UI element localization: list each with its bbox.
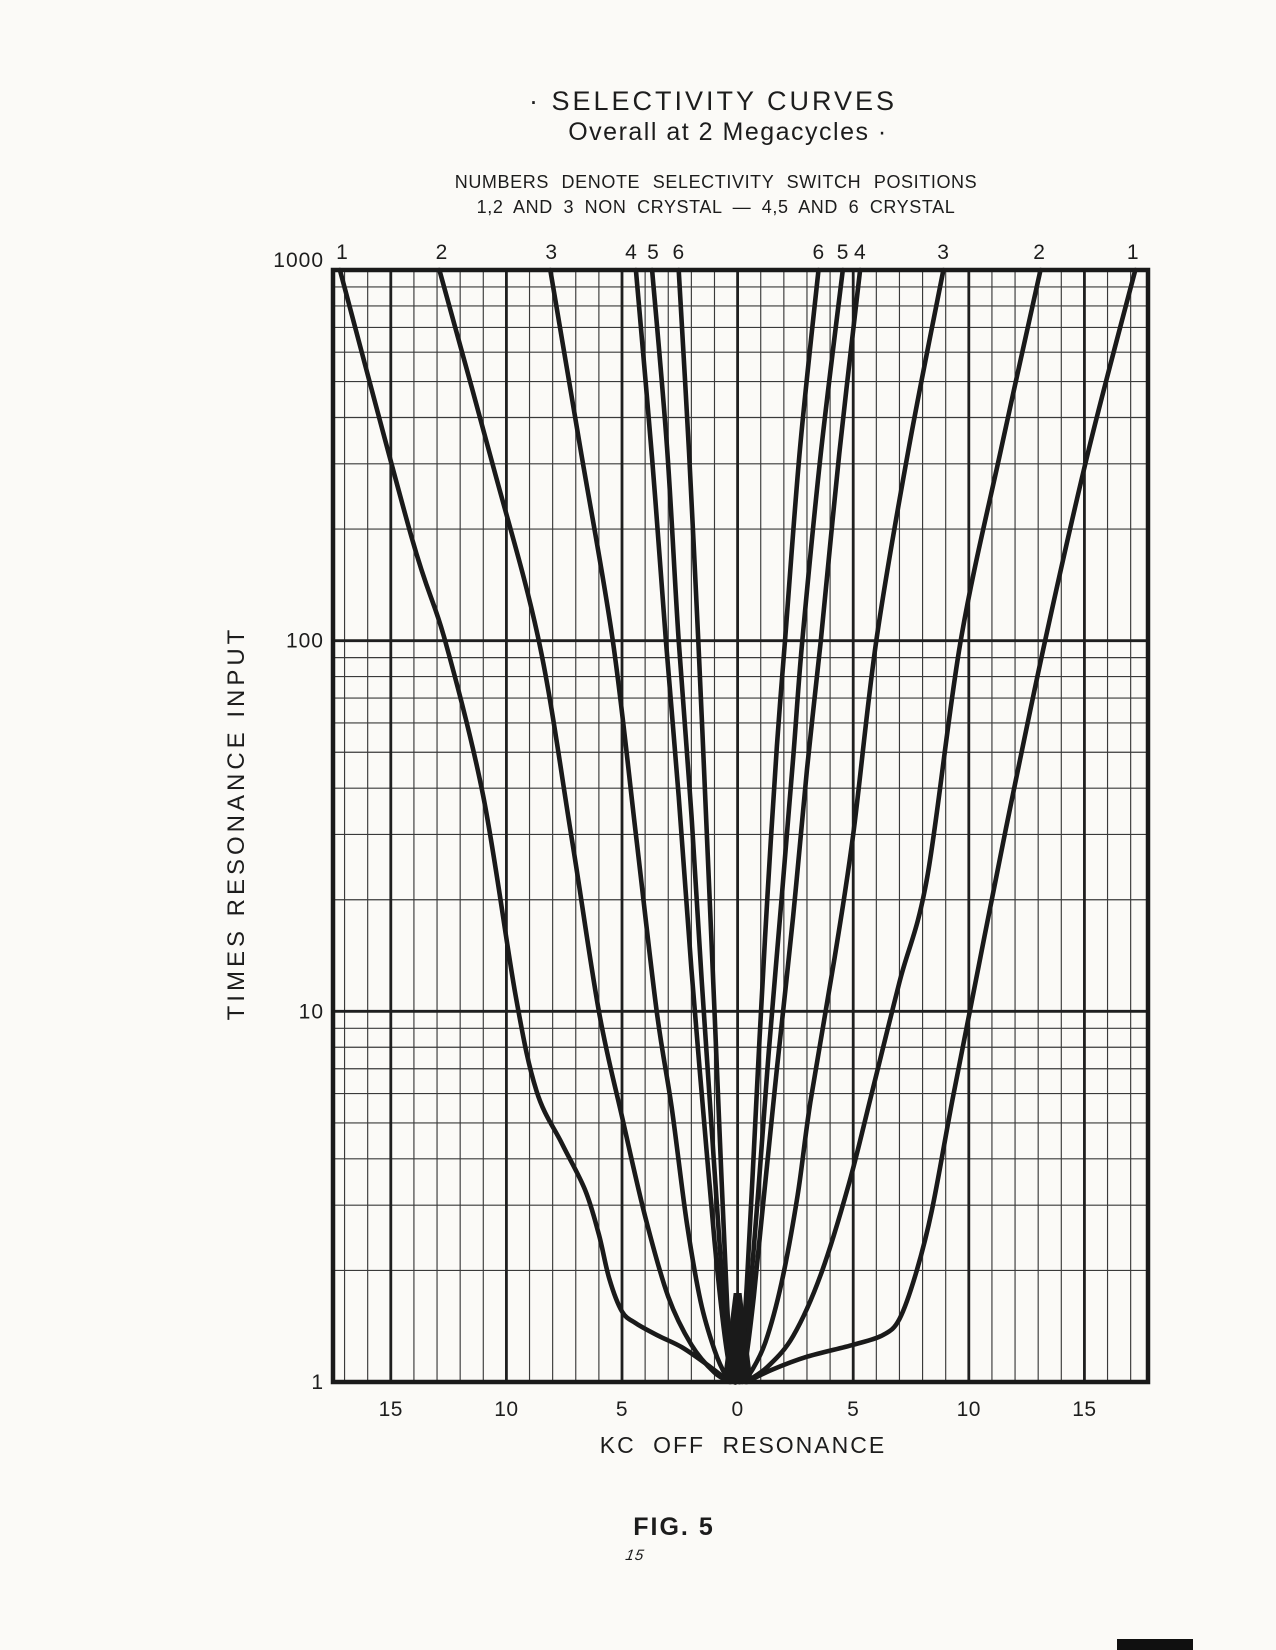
legend-note-line2: 1,2 AND 3 NON CRYSTAL — 4,5 AND 6 CRYSTA… (476, 197, 956, 217)
figure-caption: FIG. 5 (633, 1513, 715, 1541)
x-tick-label: 0 (732, 1398, 744, 1421)
curve-top-label: 6 (812, 241, 824, 264)
curve-top-label: 5 (647, 241, 659, 264)
curve-position-6-right (736, 267, 821, 1385)
curve-top-label: 4 (854, 241, 866, 264)
curve-position-1-right (744, 267, 1138, 1385)
curve-top-label: 4 (625, 241, 637, 264)
curve-top-label: 1 (1127, 241, 1139, 264)
curve-top-label: 3 (937, 241, 949, 264)
scan-artifact-bar (1117, 1639, 1193, 1650)
curve-top-label: 6 (673, 241, 685, 264)
curve-position-3-left (548, 267, 737, 1385)
curve-position-5-right (737, 267, 846, 1385)
curve-position-2-right (743, 267, 1043, 1385)
x-tick-label: 15 (379, 1398, 403, 1421)
curve-position-4-right (737, 267, 863, 1385)
curve-position-2-left (437, 267, 733, 1385)
curve-position-6-left (676, 267, 739, 1385)
curve-top-label: 5 (837, 241, 849, 264)
curve-top-label: 2 (436, 241, 448, 264)
x-axis-title: KC OFF RESONANCE (599, 1432, 887, 1458)
curve-position-1-left (337, 267, 732, 1385)
y-tick-label: 10 (299, 1000, 324, 1023)
legend-note-line1: NUMBERS DENOTE SELECTIVITY SWITCH POSITI… (454, 172, 978, 192)
chart-title-line1: · SELECTIVITY CURVES (528, 86, 898, 116)
x-tick-label: 15 (1072, 1398, 1096, 1421)
curve-top-label: 1 (336, 241, 348, 264)
curve-convergence-blob (722, 1293, 753, 1382)
curve-top-label: 2 (1033, 241, 1045, 264)
chart-title-line2: Overall at 2 Megacycles · (568, 118, 888, 146)
x-tick-label: 5 (616, 1398, 628, 1421)
y-tick-label: 100 (286, 630, 324, 653)
plot-border (330, 267, 1151, 1385)
y-tick-label: 1000 (273, 249, 324, 272)
curve-position-3-right (739, 267, 946, 1385)
curve-position-4-left (633, 267, 738, 1385)
x-tick-label: 5 (847, 1398, 859, 1421)
x-tick-label: 10 (494, 1398, 518, 1421)
x-tick-label: 10 (957, 1398, 981, 1421)
y-tick-label: 1 (311, 1371, 324, 1394)
curve-top-label: 3 (545, 241, 557, 264)
page-number: 15 (624, 1547, 646, 1564)
